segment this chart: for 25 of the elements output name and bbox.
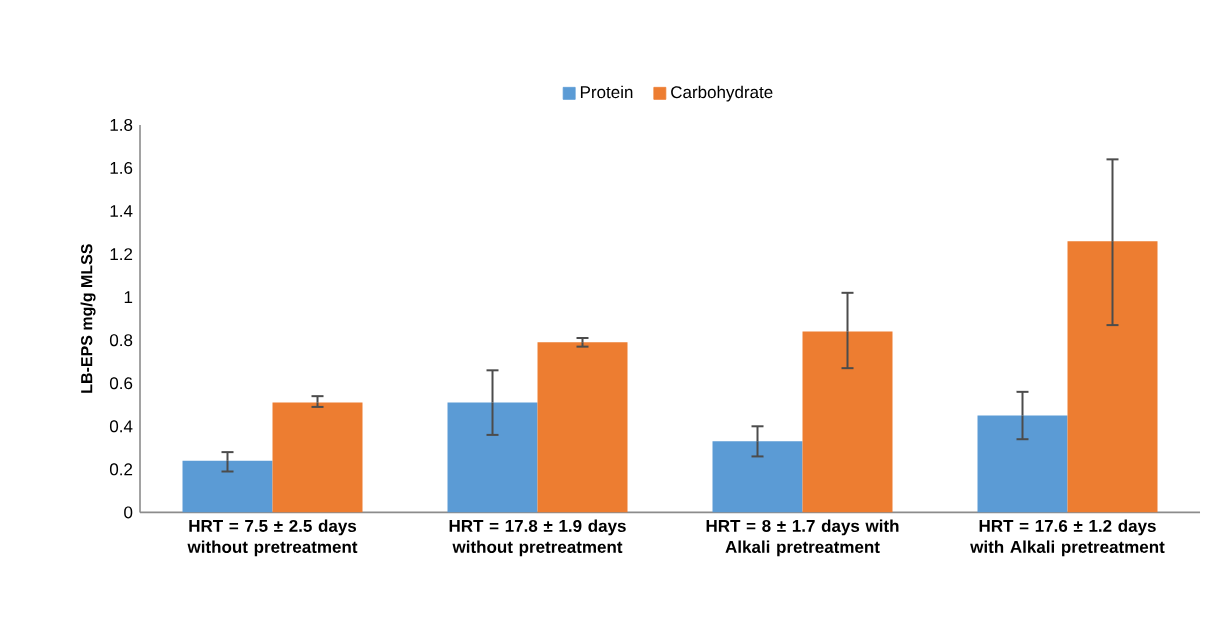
x-tick-label: HRT = 17.8 ± 1.9 days without pretreatment <box>449 519 626 557</box>
y-tick-label: 1.6 <box>110 161 133 174</box>
bar <box>802 331 893 513</box>
x-tick-label: HRT = 7.5 ± 2.5 days without pretreatment <box>187 519 358 557</box>
y-tick-label: 0.6 <box>109 377 133 390</box>
bar <box>537 342 628 513</box>
y-axis-title: LB-EPS mg/g MLSS <box>80 244 96 393</box>
bar <box>1067 241 1158 513</box>
bar <box>977 415 1068 513</box>
x-tick-label: HRT = 17.6 ± 1.2 days with Alkali pretreatment <box>970 519 1165 557</box>
y-tick-label: 0.8 <box>109 334 133 347</box>
legend-label: Carbohydrate <box>671 85 773 102</box>
y-tick-label: 1.4 <box>110 205 133 217</box>
x-tick-label: HRT = 8 ± 1.7 days with Alkali pretreatment <box>706 519 899 557</box>
bar <box>182 460 273 513</box>
bar <box>272 402 363 513</box>
bar <box>712 441 803 513</box>
y-tick-label: 1.2 <box>110 248 133 260</box>
legend-label: Protein <box>580 85 633 99</box>
y-tick-label: 1 <box>124 291 133 303</box>
y-tick-label: 0 <box>124 506 133 519</box>
bar <box>447 402 538 513</box>
y-tick-label: 1.8 <box>110 118 133 131</box>
y-tick-label: 0.2 <box>109 463 133 476</box>
y-tick-label: 0.4 <box>109 420 133 433</box>
